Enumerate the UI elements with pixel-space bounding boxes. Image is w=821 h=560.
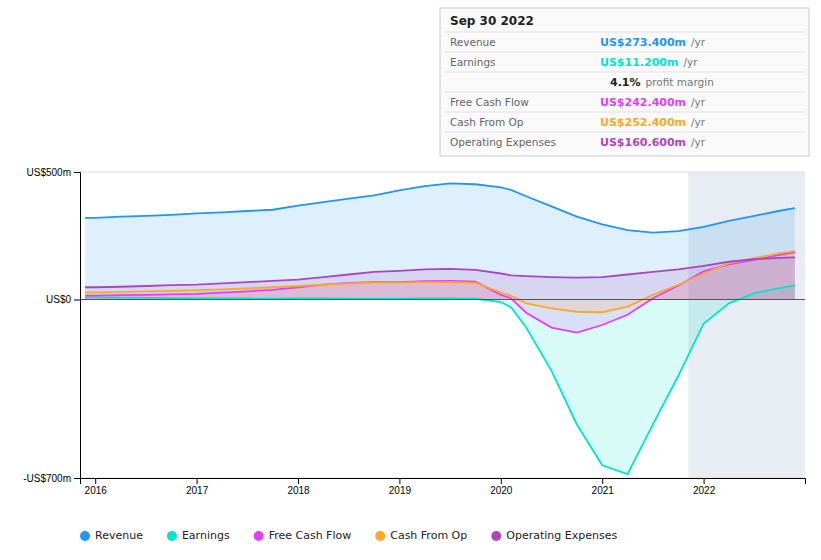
legend-item: Operating Expenses <box>491 529 617 542</box>
y-tick-mark <box>74 300 80 301</box>
x-tick-mark <box>298 478 299 484</box>
x-tick-label: 2021 <box>592 485 615 496</box>
table-value: 4.1% <box>610 76 641 89</box>
table-title: Sep 30 2022 <box>450 14 534 28</box>
table-suffix: /yr <box>691 36 706 48</box>
legend-item: Revenue <box>80 529 143 542</box>
grid-line <box>80 299 805 300</box>
table-suffix: profit margin <box>646 76 714 88</box>
table-suffix: /yr <box>683 56 698 68</box>
table-value: US$11.200m <box>600 56 678 69</box>
series-line <box>85 285 795 474</box>
y-axis-line <box>74 173 81 479</box>
table-value: US$273.400m <box>600 36 686 49</box>
x-tick-mark <box>501 478 502 484</box>
y-tick: US$0 <box>46 294 80 305</box>
legend-label: Revenue <box>95 529 143 542</box>
legend-swatch <box>254 531 264 541</box>
legend-label: Earnings <box>182 529 230 542</box>
x-tick-label: 2016 <box>85 485 108 496</box>
x-tick: 2019 <box>389 478 412 496</box>
table-suffix: /yr <box>691 96 706 108</box>
table-divider <box>444 92 805 93</box>
table-label: Earnings <box>450 56 496 68</box>
x-tick-label: 2019 <box>389 485 412 496</box>
y-tick: US$500m <box>27 167 80 178</box>
legend-swatch <box>375 531 385 541</box>
x-tick: 2017 <box>186 478 209 496</box>
y-tick-label: US$0 <box>46 294 71 305</box>
table-divider <box>444 52 805 53</box>
x-tick: 2021 <box>592 478 615 496</box>
table-value: US$160.600m <box>600 136 686 149</box>
x-tick-label: 2022 <box>693 485 716 496</box>
x-tick-mark <box>197 478 198 484</box>
table-label: Cash From Op <box>450 116 524 128</box>
series-area <box>85 251 795 312</box>
y-tick: -US$700m <box>23 473 80 484</box>
x-axis-line <box>81 479 806 485</box>
plot-area: 2016 2017 2018 2019 2020 2021 2022 US$500m US$0 -… <box>23 167 805 496</box>
legend-label: Operating Expenses <box>506 529 617 542</box>
table-label: Revenue <box>450 36 496 48</box>
series-line <box>85 183 795 232</box>
x-tick: 2020 <box>490 478 513 496</box>
table-value: US$242.400m <box>600 96 686 109</box>
info-table: Sep 30 2022 Revenue US$273.400m/yr Earnings… <box>440 8 809 156</box>
x-tick-label: 2020 <box>490 485 513 496</box>
grid <box>80 172 805 478</box>
legend-item: Cash From Op <box>375 529 467 542</box>
legend-swatch <box>80 531 90 541</box>
legend-swatch <box>167 531 177 541</box>
table-divider <box>444 72 805 73</box>
series-area <box>85 252 795 332</box>
grid-line <box>80 172 805 173</box>
legend-swatch <box>491 531 501 541</box>
table-suffix: /yr <box>691 116 706 128</box>
x-tick-mark <box>602 478 603 484</box>
table-label: Operating Expenses <box>450 136 556 148</box>
x-tick-mark <box>399 478 400 484</box>
chart: 2016 2017 2018 2019 2020 2021 2022 US$500m US$0 -… <box>0 0 821 560</box>
series-line <box>85 252 795 332</box>
legend-item: Earnings <box>167 529 230 542</box>
series-line <box>85 251 795 312</box>
x-tick-mark <box>95 478 96 484</box>
marks <box>85 172 805 478</box>
x-tick-mark <box>704 478 705 484</box>
x-tick-label: 2017 <box>186 485 209 496</box>
table-divider <box>444 132 805 133</box>
info-table-box <box>440 8 809 156</box>
legend-item: Free Cash Flow <box>254 529 352 542</box>
table-divider <box>444 32 805 33</box>
table-suffix: /yr <box>691 136 706 148</box>
series-line <box>85 257 795 287</box>
legend-label: Free Cash Flow <box>269 529 352 542</box>
y-tick-mark <box>74 172 80 173</box>
x-tick: 2018 <box>287 478 310 496</box>
y-tick-mark <box>74 478 80 479</box>
table-label: Free Cash Flow <box>450 96 529 108</box>
table-divider <box>444 112 805 113</box>
table-value: US$252.400m <box>600 116 686 129</box>
x-tick: 2016 <box>85 478 108 496</box>
x-tick-label: 2018 <box>287 485 310 496</box>
legend-label: Cash From Op <box>390 529 467 542</box>
y-axis: US$500m US$0 -US$700m <box>23 167 80 484</box>
y-tick-label: -US$700m <box>23 473 71 484</box>
x-tick: 2022 <box>693 478 716 496</box>
y-tick-label: US$500m <box>27 167 71 178</box>
legend: Revenue Earnings Free Cash Flow Cash From O… <box>80 529 617 542</box>
x-axis: 2016 2017 2018 2019 2020 2021 2022 <box>81 478 806 496</box>
series-area <box>85 285 795 474</box>
